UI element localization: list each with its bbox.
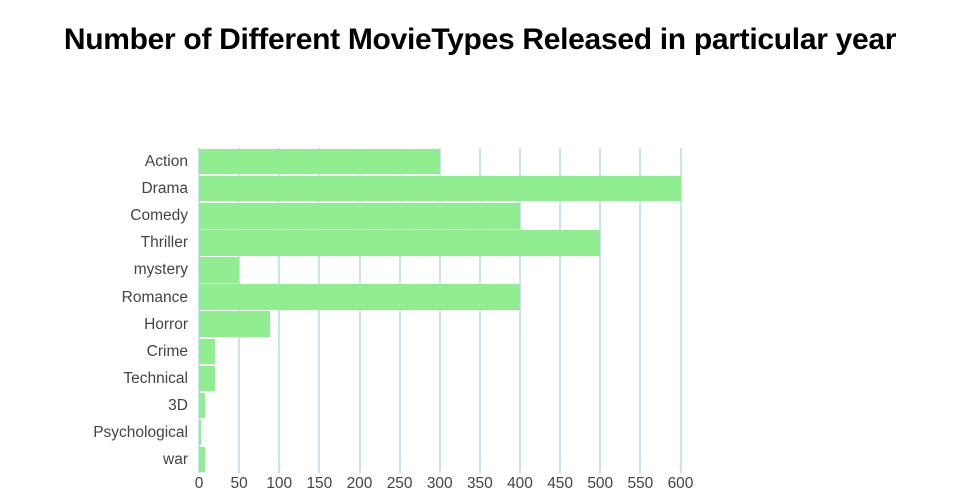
x-tick-label-200: 200 — [346, 475, 373, 492]
category-label-comedy: Comedy — [130, 207, 188, 225]
x-tick-label-600: 600 — [667, 475, 694, 492]
category-label-technical: Technical — [123, 369, 188, 387]
category-label-drama: Drama — [141, 180, 188, 198]
gridline-250 — [398, 148, 401, 473]
x-tick-label-300: 300 — [426, 475, 453, 492]
bar-3d[interactable] — [199, 392, 206, 419]
x-tick-label-150: 150 — [306, 475, 333, 492]
x-axis-ticks: 0 50 100 150 200 250 300 350 400 450 500 550 600 — [195, 475, 759, 497]
bar-thriller[interactable] — [199, 230, 601, 256]
gridline-450 — [559, 148, 562, 473]
bar-action[interactable] — [199, 148, 440, 175]
bar-romance[interactable] — [199, 284, 520, 310]
bar-drama[interactable] — [199, 175, 681, 202]
gridline-150 — [318, 148, 321, 473]
gridline-0 — [198, 148, 200, 473]
gridline-300 — [438, 148, 441, 473]
plot-area — [198, 148, 699, 473]
bar-war[interactable] — [199, 446, 206, 473]
x-tick-label-250: 250 — [386, 475, 413, 492]
gridline-50 — [238, 148, 241, 473]
category-label-thriller: Thriller — [140, 234, 188, 252]
gridline-100 — [278, 148, 281, 473]
x-tick-label-50: 50 — [230, 475, 248, 492]
bar-technical[interactable] — [199, 365, 216, 392]
bar-crime[interactable] — [199, 338, 216, 364]
x-tick-label-100: 100 — [266, 475, 293, 492]
category-label-war: war — [163, 451, 188, 469]
bar-comedy[interactable] — [199, 203, 520, 229]
category-label-psychological: Psychological — [93, 424, 188, 441]
x-tick-label-550: 550 — [627, 475, 654, 492]
gridline-400 — [519, 148, 521, 473]
gridline-550 — [639, 148, 642, 473]
category-label-crime: Crime — [146, 342, 188, 360]
x-tick-label-400: 400 — [507, 475, 533, 492]
category-label-action: Action — [144, 153, 188, 170]
bar-horror[interactable] — [199, 311, 270, 337]
chart-title: Number of Different MovieTypes Released … — [63, 23, 897, 56]
gridline-600 — [679, 148, 682, 473]
gridline-200 — [358, 148, 361, 473]
category-label-3d: 3D — [168, 396, 188, 414]
category-label-horror: Horror — [144, 315, 188, 333]
category-label-romance: Romance — [121, 288, 188, 306]
category-label-mystery: mystery — [133, 261, 188, 279]
gridline-500 — [599, 148, 602, 473]
x-tick-label-500: 500 — [587, 475, 614, 492]
bar-psychological[interactable] — [199, 419, 201, 446]
x-tick-label-350: 350 — [466, 475, 493, 492]
x-tick-label-450: 450 — [547, 475, 574, 492]
bar-mystery[interactable] — [199, 257, 240, 283]
x-tick-label-0: 0 — [194, 475, 204, 492]
gridline-350 — [478, 148, 481, 473]
